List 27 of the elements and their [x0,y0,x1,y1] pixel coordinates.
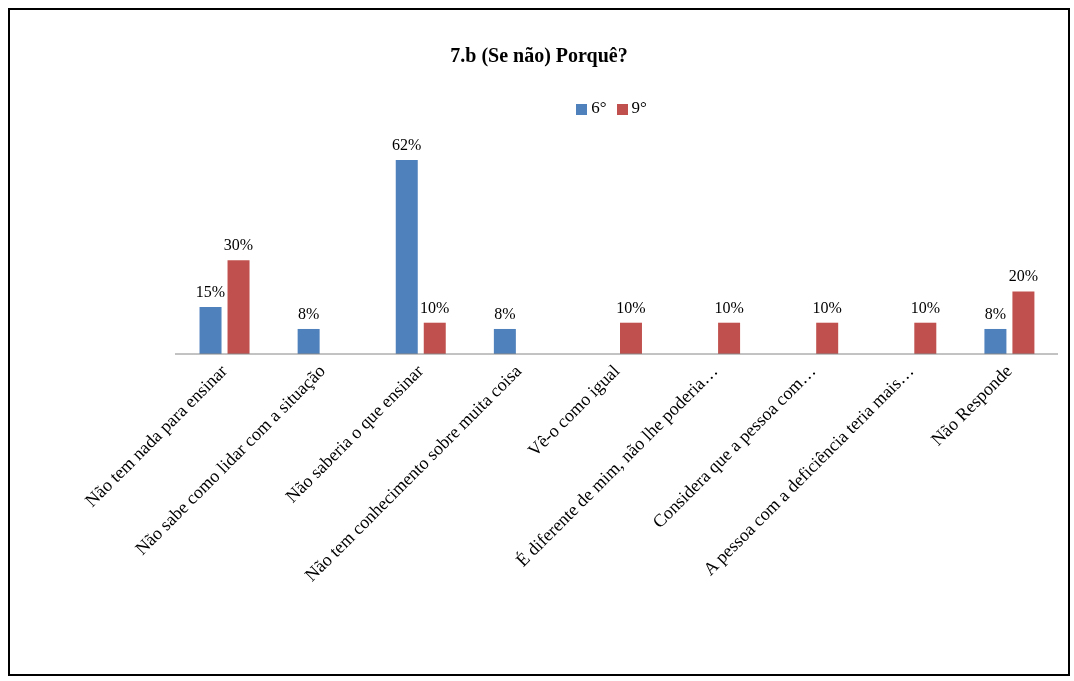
bar [423,322,446,354]
bar [718,322,741,354]
data-label: 10% [812,298,842,316]
data-label: 10% [420,298,450,316]
bar [297,328,320,354]
bar [984,328,1007,354]
data-label: 10% [714,298,744,316]
legend-label: 6° [591,98,607,117]
bar [619,322,642,354]
data-label: 8% [297,304,320,322]
bar [395,160,418,354]
data-label: 8% [494,304,516,322]
data-label: 10% [910,298,940,316]
data-label: 8% [984,304,1007,322]
chart-title: 7.b (Se não) Porquê? [449,44,629,67]
bar [227,260,250,354]
bar [914,322,937,354]
data-label: 30% [223,236,254,254]
bar [493,328,516,354]
bar [199,307,222,354]
data-label: 15% [195,283,226,301]
data-label: 20% [1008,267,1039,285]
bar [1012,291,1035,354]
legend-label: 9° [631,98,647,117]
data-label: 62% [392,136,422,153]
bar [816,322,839,354]
data-label: 10% [616,298,646,316]
